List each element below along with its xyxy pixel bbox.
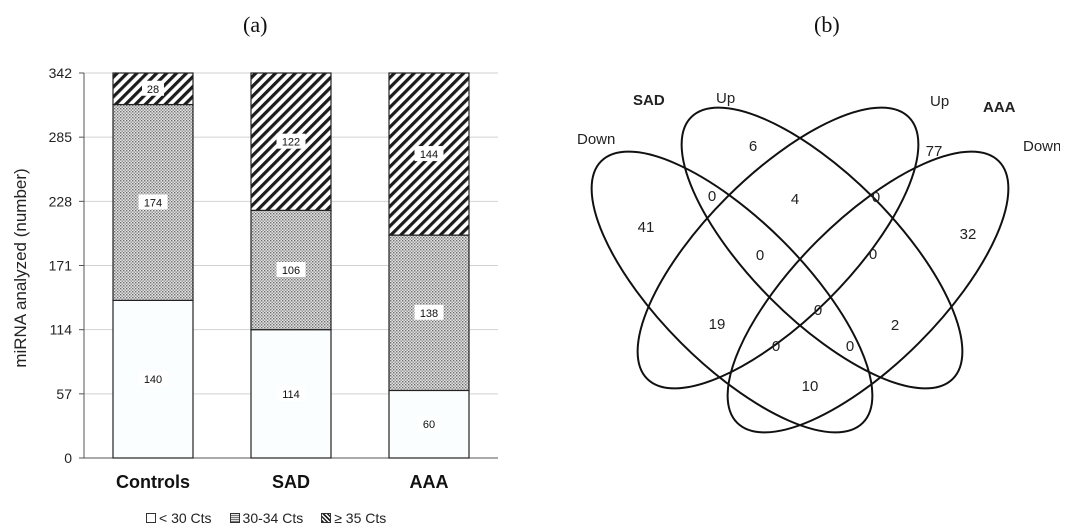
legend-item: 30-34 Cts bbox=[229, 510, 304, 526]
venn-region-count: 0 bbox=[872, 189, 880, 206]
legend-label: < 30 Cts bbox=[159, 510, 212, 526]
data-label: 140 bbox=[144, 374, 162, 386]
data-label: 28 bbox=[147, 84, 159, 96]
legend-swatch-white bbox=[146, 513, 156, 523]
ellipse-label-sad-up: Up bbox=[716, 90, 735, 107]
x-category-label: Controls bbox=[116, 472, 190, 492]
y-tick-label: 285 bbox=[49, 129, 73, 145]
y-tick-label: 171 bbox=[49, 258, 73, 274]
data-label: 60 bbox=[423, 419, 435, 431]
venn-region-count: 19 bbox=[709, 316, 726, 333]
legend-swatch-hatched bbox=[321, 513, 332, 523]
venn-ellipse-sad-down bbox=[590, 150, 874, 434]
y-axis-label: miRNA analyzed (number) bbox=[11, 168, 30, 367]
legend-label: ≥ 35 Cts bbox=[334, 510, 387, 526]
venn-ellipse-aaa-up bbox=[636, 106, 920, 390]
legend-item: < 30 Cts bbox=[146, 510, 212, 526]
venn-region-count: 0 bbox=[708, 188, 716, 205]
legend-item: ≥ 35 Cts bbox=[321, 510, 386, 526]
data-label-bg bbox=[138, 194, 168, 210]
venn-region-count: 77 bbox=[926, 143, 943, 160]
data-label-bg bbox=[276, 262, 306, 278]
venn-region-count: 6 bbox=[749, 138, 757, 155]
y-tick-label: 57 bbox=[56, 386, 72, 402]
data-label: 174 bbox=[144, 197, 162, 209]
data-label: 122 bbox=[282, 137, 300, 149]
venn-region-count: 4 bbox=[791, 191, 799, 208]
venn-region-count: 0 bbox=[814, 302, 822, 319]
data-label-bg bbox=[142, 80, 164, 96]
data-label-bg bbox=[138, 371, 168, 387]
venn-region-count: 0 bbox=[756, 247, 764, 264]
panel-b-label: (b) bbox=[814, 12, 840, 37]
data-label-bg bbox=[276, 385, 306, 401]
chart-legend: < 30 Cts 30-34 Cts ≥ 35 Cts bbox=[146, 510, 386, 526]
venn-region-count: 0 bbox=[846, 338, 854, 355]
data-label-bg bbox=[414, 304, 444, 320]
data-label-bg bbox=[276, 133, 306, 149]
data-label: 114 bbox=[282, 389, 300, 401]
stacked-bar-chart: 0 57 114 171 228 285 342 Controls SAD AAA 140 174 2… bbox=[11, 65, 498, 492]
ellipse-label-aaa-up: Up bbox=[930, 93, 949, 110]
y-tick-label: 114 bbox=[50, 322, 73, 338]
data-label: 144 bbox=[420, 149, 438, 161]
legend-label: 30-34 Cts bbox=[242, 510, 304, 526]
x-category-label: AAA bbox=[410, 472, 449, 492]
data-label-bg bbox=[418, 416, 440, 432]
venn-diagram: SAD AAA Down Up Up Down 41 6 77 32 0 4 0 0 0 19 0 2… bbox=[577, 90, 1060, 434]
venn-region-count: 0 bbox=[772, 338, 780, 355]
venn-ellipse-aaa-down bbox=[726, 150, 1010, 434]
data-label: 106 bbox=[282, 265, 300, 277]
venn-region-count: 10 bbox=[802, 378, 819, 395]
y-tick-label: 0 bbox=[64, 450, 72, 466]
venn-region-count: 2 bbox=[891, 317, 899, 334]
x-category-label: SAD bbox=[272, 472, 310, 492]
ellipse-label-aaa-down: Down bbox=[1023, 138, 1060, 155]
set-label-aaa: AAA bbox=[983, 99, 1016, 116]
venn-region-count: 32 bbox=[960, 226, 977, 243]
venn-region-count: 0 bbox=[869, 246, 877, 263]
panel-a-label: (a) bbox=[243, 12, 268, 37]
y-tick-label: 342 bbox=[49, 65, 73, 81]
legend-swatch-dotted bbox=[229, 513, 240, 523]
set-label-sad: SAD bbox=[633, 92, 665, 109]
data-label-bg bbox=[414, 146, 444, 162]
data-label: 138 bbox=[420, 308, 438, 320]
ellipse-label-sad-down: Down bbox=[577, 131, 615, 148]
venn-region-count: 41 bbox=[638, 219, 655, 236]
y-tick-label: 228 bbox=[49, 193, 73, 209]
venn-ellipse-sad-up bbox=[680, 106, 964, 390]
